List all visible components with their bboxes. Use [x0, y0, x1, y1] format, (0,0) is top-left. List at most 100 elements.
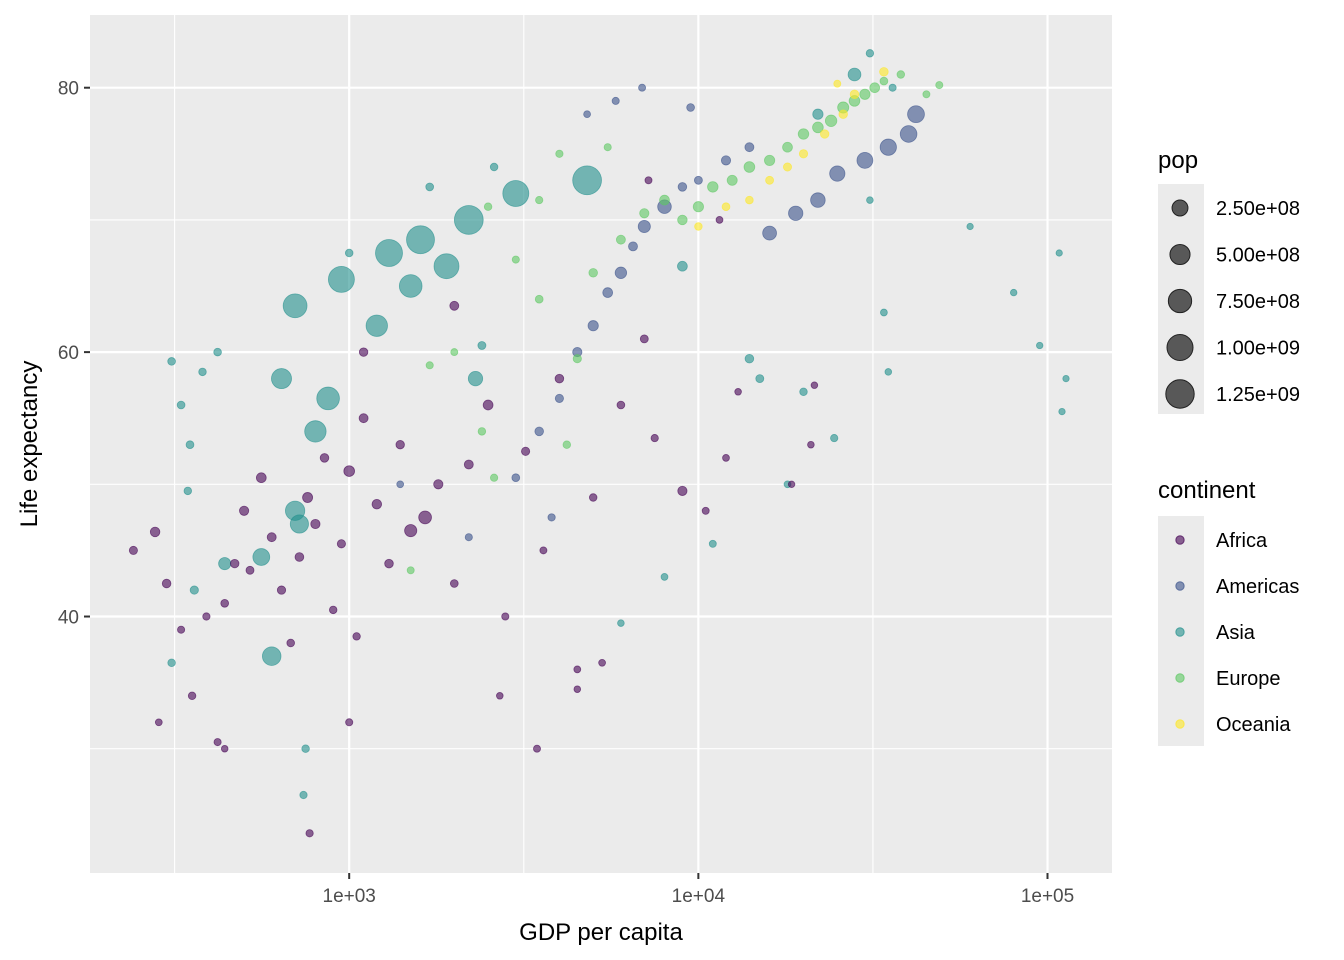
data-point-americas: [611, 96, 620, 105]
data-point-africa: [352, 632, 361, 641]
data-point-africa: [787, 480, 796, 488]
size-legend-label: 1.00e+09: [1216, 338, 1300, 360]
data-point-asia: [301, 744, 310, 753]
data-point-asia: [282, 293, 308, 319]
data-point-americas: [677, 182, 688, 192]
x-tick-label: 1e+04: [672, 886, 726, 907]
color-legend-key-asia: [1175, 627, 1185, 637]
data-point-asia: [489, 162, 499, 172]
data-point-africa: [639, 334, 649, 344]
data-point-africa: [807, 440, 815, 449]
data-point-oceania: [765, 175, 775, 185]
data-point-asia: [572, 165, 602, 196]
data-point-americas: [907, 105, 925, 124]
size-legend-key: [1166, 334, 1194, 361]
data-point-africa: [496, 692, 504, 700]
data-point-africa: [245, 565, 255, 575]
data-point-europe: [707, 181, 719, 193]
data-point-asia: [316, 386, 340, 411]
data-point-asia: [847, 67, 862, 82]
data-point-americas: [547, 513, 556, 522]
data-point-africa: [305, 829, 314, 838]
data-point-africa: [329, 605, 338, 615]
data-point-africa: [810, 381, 819, 389]
data-point-asia: [218, 557, 232, 571]
data-point-africa: [358, 413, 369, 424]
data-point-asia: [477, 341, 487, 350]
size-legend-key: [1165, 379, 1195, 409]
data-point-asia: [660, 573, 669, 581]
data-point-asia: [183, 486, 192, 496]
data-point-asia: [880, 308, 888, 317]
data-point-americas: [628, 241, 638, 252]
data-point-oceania: [820, 129, 830, 139]
color-legend-label-europe: Europe: [1216, 668, 1281, 690]
data-point-europe: [555, 149, 564, 158]
data-point-asia: [1036, 341, 1044, 350]
data-point-europe: [588, 268, 598, 278]
data-point-africa: [701, 506, 710, 515]
data-point-africa: [294, 552, 305, 562]
data-point-americas: [554, 393, 564, 403]
data-point-americas: [686, 103, 695, 112]
data-point-asia: [299, 790, 308, 800]
data-point-asia: [398, 274, 423, 298]
data-point-africa: [177, 625, 186, 634]
data-point-asia: [799, 387, 808, 396]
data-point-europe: [726, 174, 738, 186]
data-point-europe: [869, 82, 881, 94]
size-legend-label: 1.25e+09: [1216, 384, 1300, 406]
y-tick-label: 60: [58, 343, 79, 364]
data-point-europe: [450, 348, 459, 357]
data-point-europe: [562, 440, 571, 449]
data-point-americas: [637, 220, 651, 233]
data-point-asia: [262, 646, 282, 666]
data-point-asia: [708, 539, 717, 548]
data-point-africa: [302, 492, 314, 503]
data-point-europe: [922, 90, 931, 99]
data-point-africa: [220, 598, 230, 608]
plot-panel: [90, 15, 1112, 873]
data-point-africa: [128, 545, 138, 555]
data-point-africa: [149, 526, 161, 538]
data-point-africa: [395, 440, 405, 450]
data-point-oceania: [838, 109, 848, 119]
color-legend-key-europe: [1175, 673, 1185, 683]
data-point-asia: [453, 205, 484, 235]
data-point-europe: [743, 161, 756, 173]
data-point-americas: [587, 320, 599, 332]
data-point-africa: [213, 738, 222, 747]
data-point-europe: [535, 196, 544, 205]
data-point-africa: [482, 399, 494, 411]
data-point-africa: [589, 493, 598, 502]
data-point-asia: [617, 619, 625, 627]
y-axis-title: Life expectancy: [16, 361, 43, 528]
data-point-europe: [616, 234, 626, 245]
data-point-africa: [154, 718, 163, 727]
data-point-asia: [866, 196, 874, 204]
color-legend: Africa Americas Asia Europe Oceania: [1175, 530, 1299, 736]
data-point-africa: [722, 454, 730, 462]
data-point-europe: [677, 214, 688, 226]
data-point-africa: [573, 665, 582, 674]
data-point-africa: [345, 718, 354, 727]
data-point-africa: [266, 532, 277, 543]
data-point-europe: [572, 354, 582, 364]
data-point-africa: [644, 176, 653, 185]
data-point-asia: [502, 180, 530, 207]
data-point-asia: [1055, 249, 1063, 257]
data-point-americas: [693, 175, 703, 185]
x-tick-label: 1e+03: [323, 886, 376, 907]
data-point-asia: [425, 182, 435, 192]
data-point-asia: [744, 353, 755, 364]
data-point-oceania: [745, 195, 754, 205]
data-point-oceania: [849, 89, 860, 100]
data-point-americas: [464, 533, 473, 542]
data-point-asia: [185, 440, 195, 450]
data-point-asia: [167, 658, 176, 667]
data-point-africa: [336, 539, 346, 549]
data-point-americas: [720, 155, 732, 166]
data-point-asia: [304, 420, 327, 443]
data-point-europe: [692, 201, 704, 213]
